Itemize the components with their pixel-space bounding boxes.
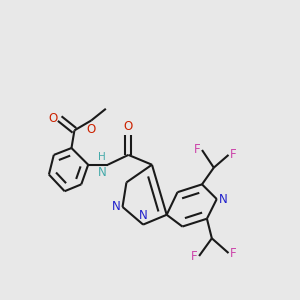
Text: N: N [139, 209, 148, 222]
Text: F: F [230, 148, 237, 161]
Text: H: H [98, 152, 105, 162]
Text: F: F [194, 143, 200, 157]
Text: N: N [219, 193, 228, 206]
Text: N: N [98, 166, 106, 179]
Text: O: O [48, 112, 57, 125]
Text: O: O [86, 123, 96, 136]
Text: F: F [191, 250, 197, 262]
Text: O: O [124, 120, 133, 133]
Text: N: N [111, 200, 120, 213]
Text: F: F [230, 247, 237, 260]
